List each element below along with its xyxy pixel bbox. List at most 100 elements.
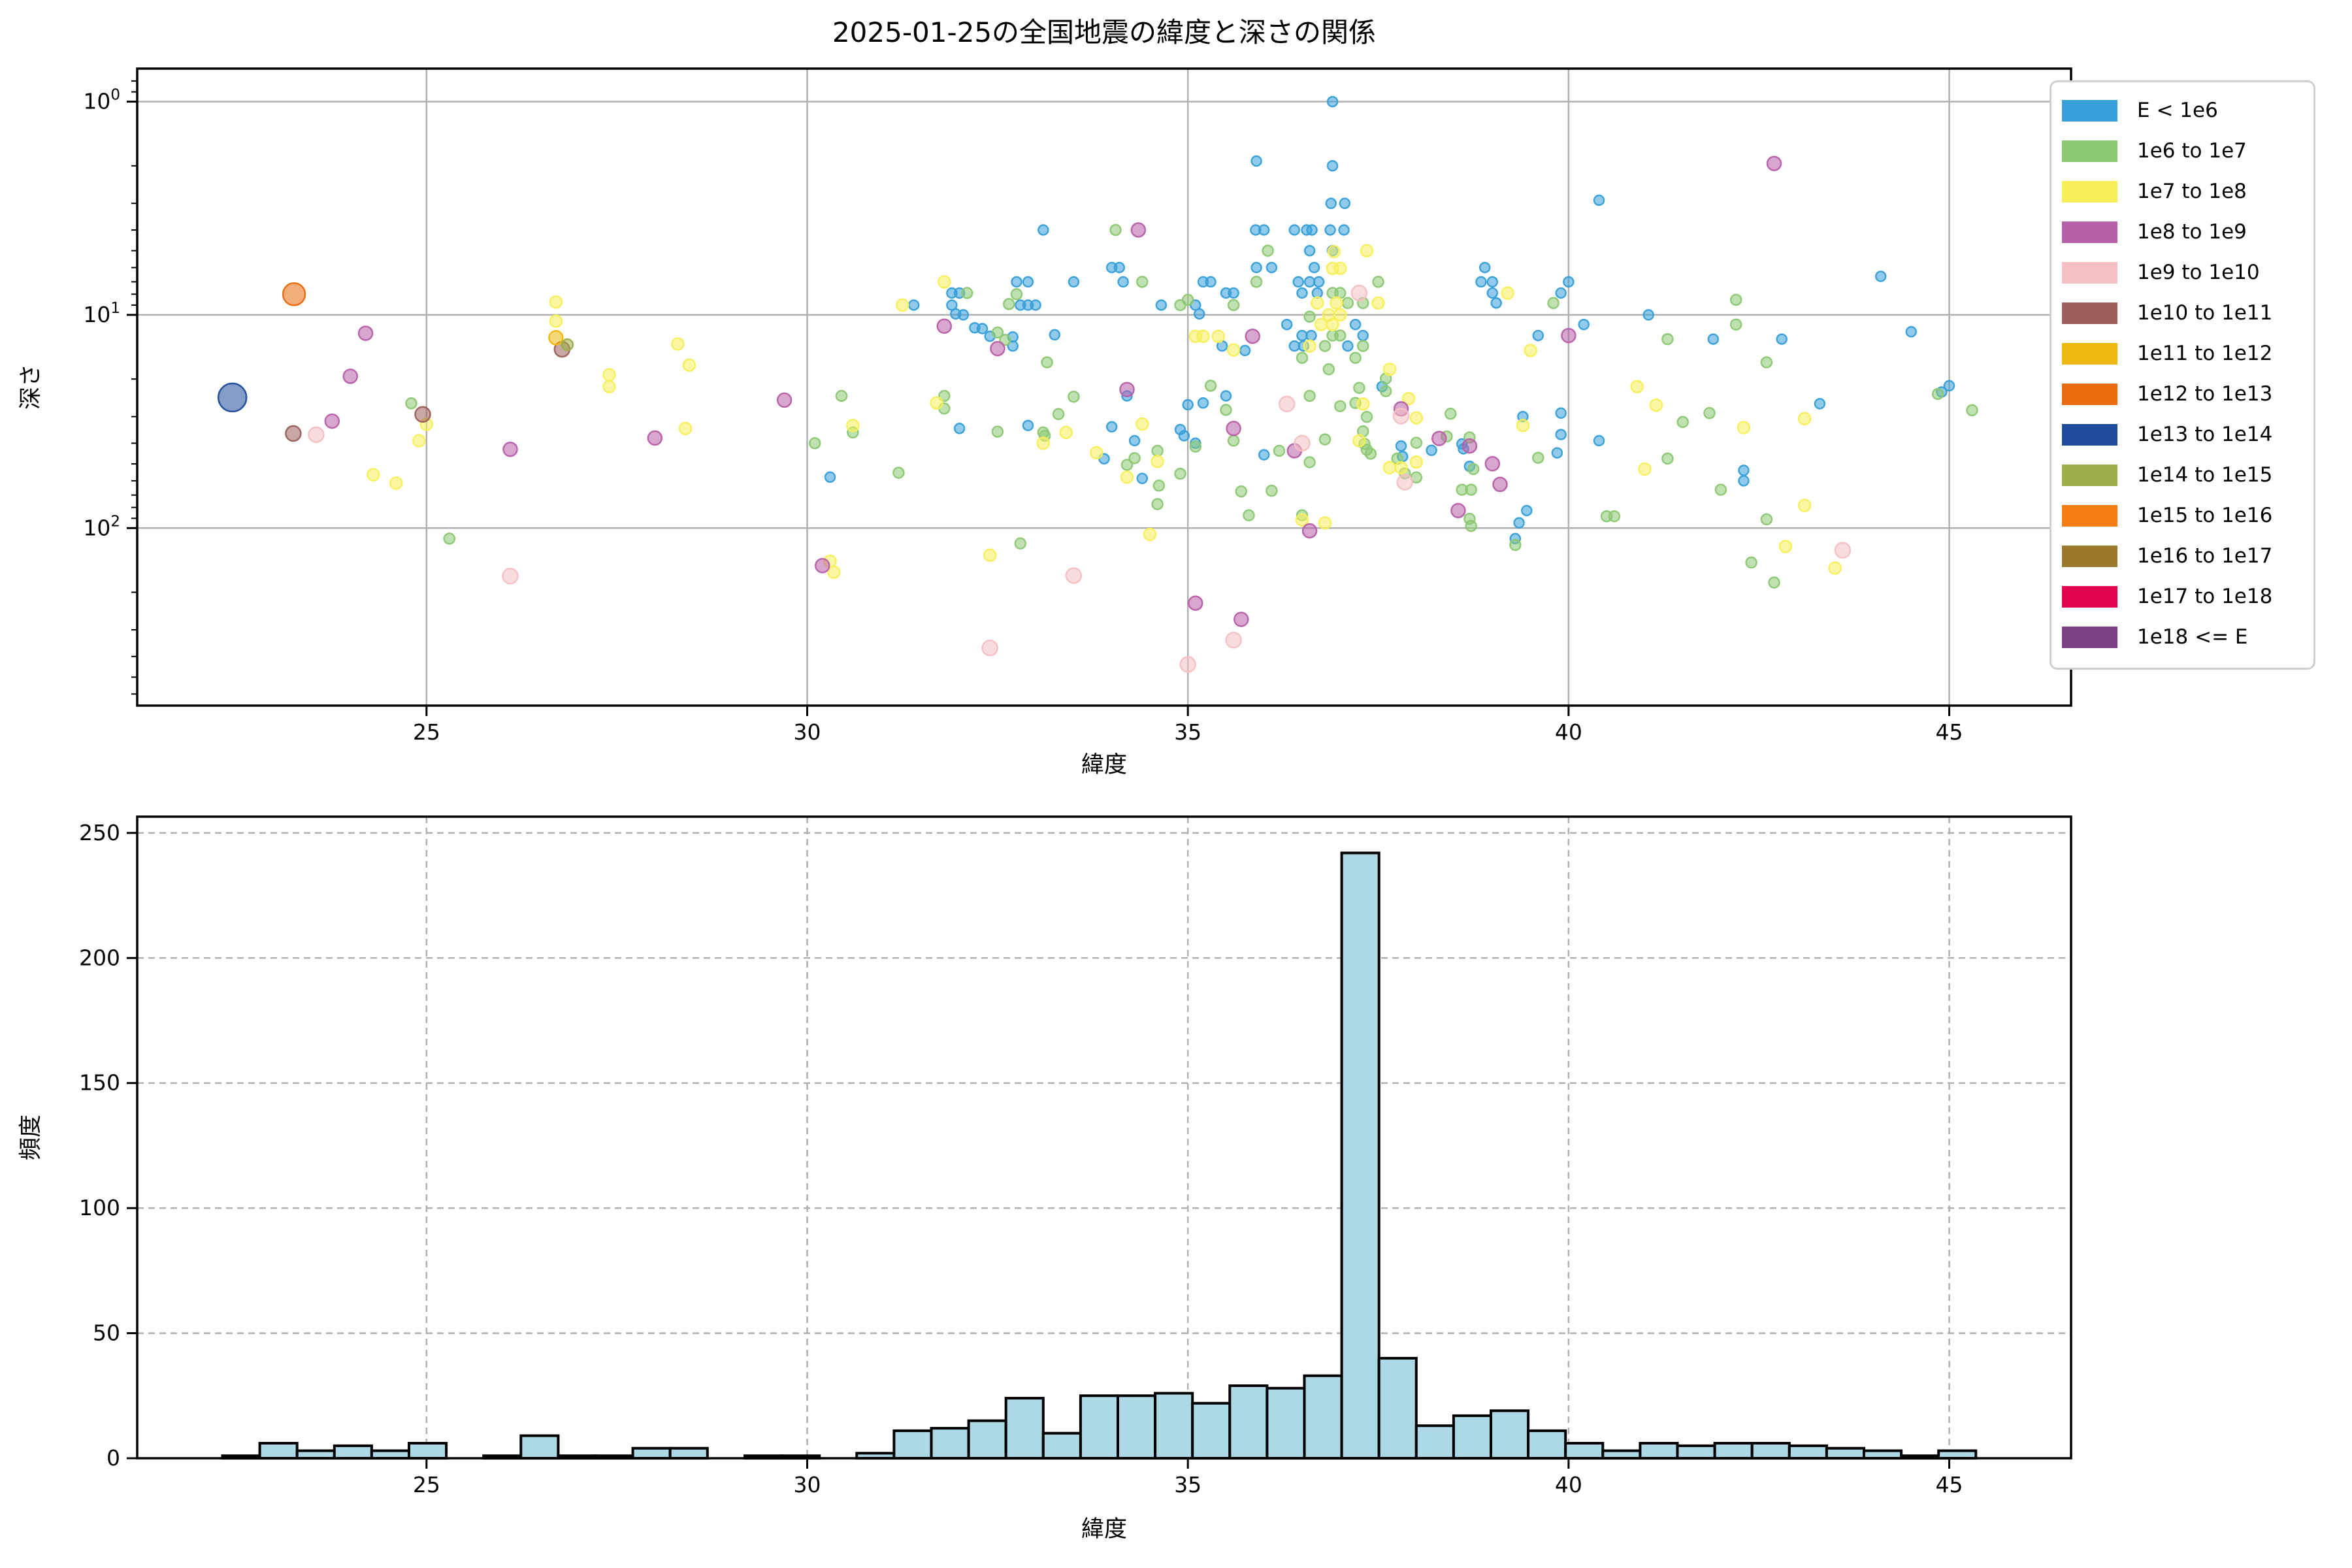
scatter-point	[1401, 391, 1416, 406]
xtick-label: 40	[1555, 1472, 1582, 1497]
scatter-point	[846, 418, 860, 433]
scatter-point	[1341, 297, 1354, 310]
scatter-point	[1532, 451, 1544, 464]
scatter-point	[1738, 475, 1750, 487]
scatter-point	[1227, 299, 1240, 312]
scatter-point	[815, 558, 830, 574]
scatter-point	[1295, 513, 1309, 527]
scatter-point	[1250, 155, 1262, 167]
scatter-point	[1444, 408, 1457, 420]
legend-label: 1e18 <= E	[2137, 625, 2248, 649]
series-1	[405, 223, 1978, 589]
scatter-point	[1501, 286, 1514, 300]
scatter-point	[1052, 408, 1065, 421]
scatter-point	[602, 368, 616, 382]
legend-label: 1e8 to 1e9	[2137, 220, 2247, 244]
scatter-point	[1109, 223, 1122, 237]
scatter-point	[1120, 470, 1134, 484]
scatter-point	[1117, 276, 1129, 288]
scatter-point	[1661, 452, 1674, 465]
scatter-point	[1324, 224, 1336, 236]
scatter-point	[1828, 561, 1842, 575]
scatter-point	[1303, 389, 1316, 402]
hist-bar	[1452, 1414, 1492, 1460]
scatter-point	[1630, 380, 1644, 393]
scatter-point	[1322, 363, 1335, 376]
hist-bar	[1228, 1384, 1269, 1460]
scatter-point	[1350, 284, 1368, 302]
scatter-point	[1065, 567, 1083, 584]
hist-bar	[668, 1446, 709, 1460]
scatter-point	[1068, 390, 1080, 403]
scatter-point	[1353, 382, 1365, 394]
scatter-point	[647, 430, 663, 446]
scatter-point	[1642, 309, 1654, 321]
scatter-point	[1357, 329, 1369, 342]
scatter-point	[1450, 502, 1466, 519]
scatter-point	[981, 640, 998, 657]
scatter-point	[1768, 576, 1780, 589]
scatter-point	[548, 330, 564, 346]
scatter-point	[1313, 276, 1325, 288]
scatter-point	[1338, 224, 1350, 236]
histogram-spines	[136, 815, 2072, 1460]
legend-swatch	[2062, 342, 2117, 365]
ytick-label: 100	[83, 87, 120, 114]
scatter-point	[502, 441, 518, 457]
scatter-point	[1220, 390, 1232, 402]
legend-swatch	[2062, 464, 2117, 486]
legend-swatch	[2062, 99, 2117, 122]
scatter-point	[1707, 333, 1720, 345]
scatter-point	[1068, 276, 1080, 288]
scatter-point	[1649, 398, 1663, 412]
legend-entry-13: 1e18 <= E	[2051, 617, 2313, 657]
scatter-point	[1563, 276, 1575, 288]
scatter-point	[1431, 431, 1447, 446]
legend-label: 1e11 to 1e12	[2137, 342, 2273, 365]
scatter-point	[1014, 537, 1027, 550]
scatter-point	[1714, 483, 1727, 496]
scatter-point	[1333, 261, 1347, 275]
scatter-point	[936, 318, 953, 334]
scatter-point	[1120, 459, 1134, 471]
scatter-point	[1326, 95, 1339, 108]
scatter-point	[1178, 430, 1190, 442]
xtick-label: 35	[1174, 1472, 1201, 1497]
scatter-point	[1360, 244, 1374, 257]
ytick-label: 101	[83, 300, 120, 327]
scatter-point	[1182, 399, 1194, 411]
scatter-point	[1152, 480, 1166, 492]
xtick-label: 45	[1936, 719, 1963, 745]
scatter-point	[1235, 485, 1248, 498]
scatter-point	[1041, 356, 1053, 368]
scatter-point	[1661, 333, 1674, 346]
scatter-point	[907, 299, 920, 311]
scatter-point	[1356, 340, 1369, 352]
legend-label: 1e6 to 1e7	[2137, 139, 2247, 163]
scatter-point	[1608, 510, 1621, 523]
scatter-point	[1135, 417, 1149, 431]
hist-bar	[967, 1419, 1007, 1460]
histogram-ticklabels: 25 30 35 40 45 0 50 100 150 200 250	[79, 820, 1963, 1497]
legend-entry-2: 1e7 to 1e8	[2051, 171, 2313, 212]
legend-entry-6: 1e11 to 1e12	[2051, 333, 2313, 374]
scatter-point	[1318, 433, 1331, 446]
scatter-point	[1392, 407, 1410, 425]
scatter-point	[1303, 310, 1316, 323]
hist-bar	[519, 1434, 560, 1460]
scatter-point	[1513, 517, 1525, 529]
scatter-point	[682, 358, 696, 372]
legend-label: 1e16 to 1e17	[2137, 544, 2273, 568]
legend-swatch	[2062, 221, 2117, 243]
scatter-ticklabels: 25 30 35 40 45 100 101 102	[83, 87, 1963, 745]
scatter-point	[892, 466, 905, 479]
scatter-point	[1196, 329, 1210, 343]
series-2	[367, 244, 1842, 580]
hist-bar	[631, 1446, 672, 1460]
scatter-point	[1486, 276, 1499, 288]
scatter-point	[1179, 656, 1196, 673]
hist-bar	[1788, 1444, 1828, 1460]
scatter-point	[357, 325, 374, 341]
series-8	[217, 382, 248, 413]
scatter-point	[1105, 421, 1118, 433]
